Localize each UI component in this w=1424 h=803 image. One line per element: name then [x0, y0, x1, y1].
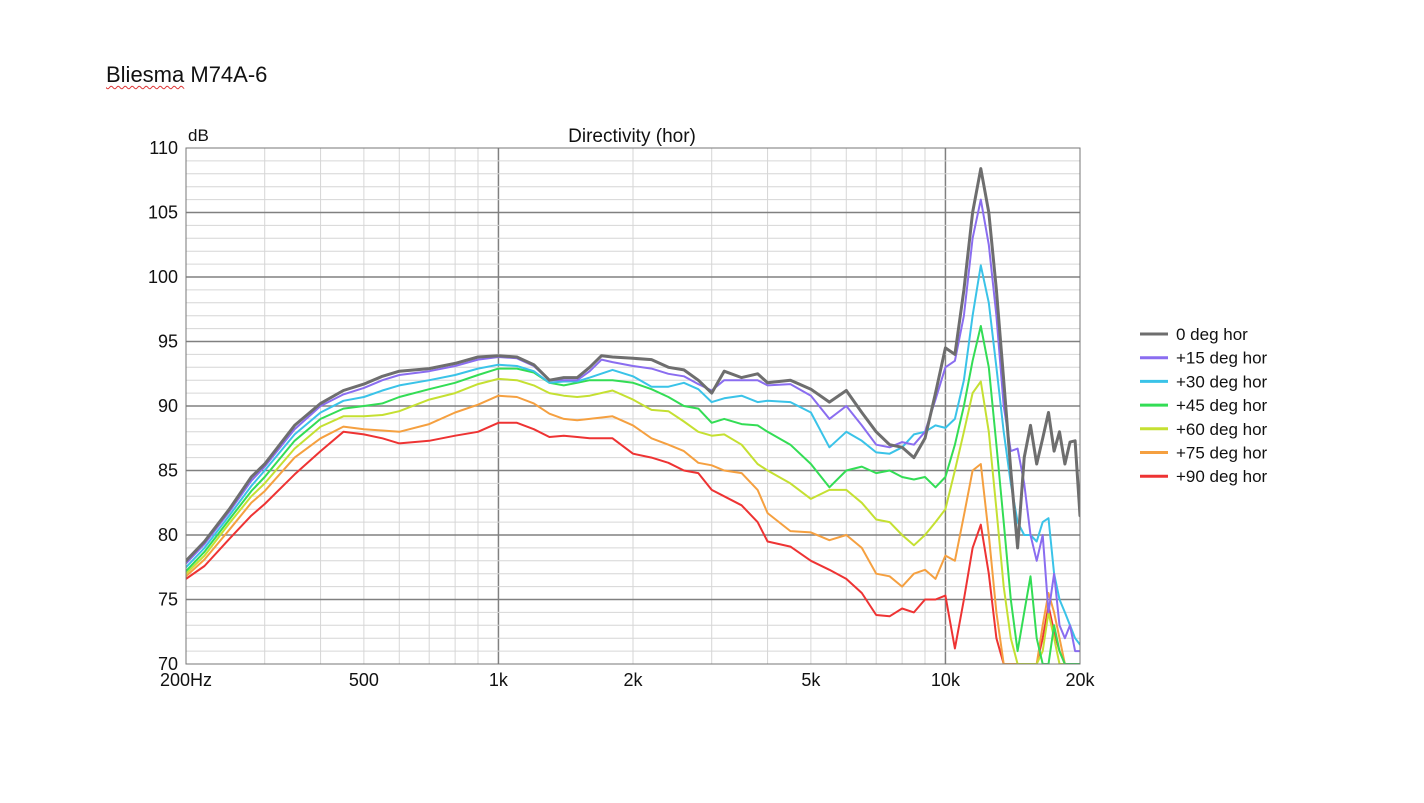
document-title-brand: Bliesma — [106, 62, 185, 87]
x-tick-label: 500 — [349, 670, 379, 690]
series-line--75-deg-hor — [186, 394, 1080, 664]
series-line-0-deg-hor — [186, 167, 1080, 563]
chart-legend: 0 deg hor +15 deg hor +30 deg hor +45 deg h… — [1140, 325, 1268, 486]
y-axis-unit: dB — [188, 126, 209, 145]
plot-frame — [185, 147, 1081, 665]
legend-label: +90 deg hor — [1176, 467, 1268, 486]
series-line--90-deg-hor — [186, 421, 1080, 664]
y-tick-label: 70 — [158, 654, 178, 674]
x-tick-label: 10k — [931, 670, 961, 690]
legend-label: 0 deg hor — [1176, 325, 1248, 344]
series-line--30-deg-hor — [186, 264, 1080, 646]
chart-ticks: 70 75 80 85 90 95 100 105 110 200Hz 500 1k 2k 5k 10k 20… — [148, 138, 1096, 690]
series-line--45-deg-hor — [186, 325, 1080, 664]
series-line--60-deg-hor — [186, 377, 1080, 664]
y-tick-label: 100 — [148, 267, 178, 287]
y-tick-label: 90 — [158, 396, 178, 416]
series-line--15-deg-hor — [186, 198, 1080, 653]
y-tick-label: 95 — [158, 332, 178, 352]
x-tick-label: 2k — [623, 670, 643, 690]
legend-label: +75 deg hor — [1176, 444, 1268, 463]
x-tick-label: 5k — [801, 670, 821, 690]
y-tick-label: 75 — [158, 590, 178, 610]
legend-label: +15 deg hor — [1176, 349, 1268, 368]
y-tick-label: 110 — [149, 138, 178, 158]
legend-label: +45 deg hor — [1176, 396, 1268, 415]
curve-group — [186, 167, 1080, 664]
document-title-model: M74A-6 — [184, 62, 268, 87]
legend-label: +60 deg hor — [1176, 420, 1268, 439]
chart-grid — [186, 148, 1080, 664]
chart-title: Directivity (hor) — [568, 126, 696, 147]
x-tick-label: 200Hz — [160, 670, 212, 690]
y-tick-label: 80 — [158, 525, 178, 545]
legend-label: +30 deg hor — [1176, 372, 1268, 391]
x-tick-label: 20k — [1065, 670, 1095, 690]
chart-curves — [186, 167, 1080, 664]
y-tick-label: 85 — [158, 461, 178, 481]
x-tick-label: 1k — [489, 670, 509, 690]
y-tick-label: 105 — [148, 203, 178, 223]
document-title: Bliesma M74A-6 — [106, 62, 267, 88]
